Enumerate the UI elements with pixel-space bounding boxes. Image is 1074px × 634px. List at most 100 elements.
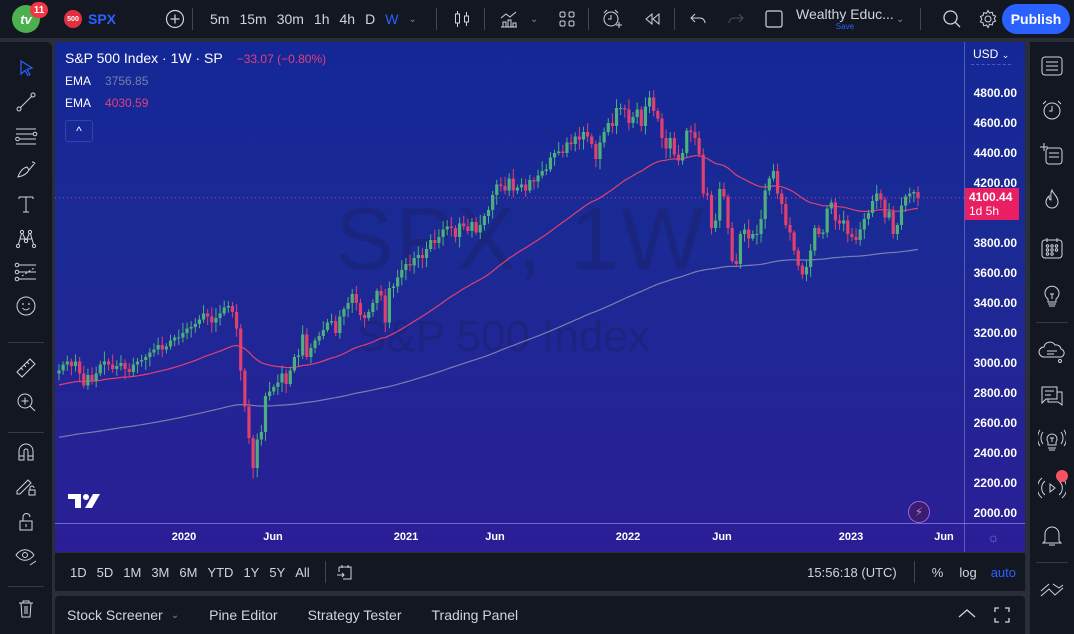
price-plot[interactable] bbox=[55, 42, 965, 524]
watchlist-button[interactable] bbox=[1038, 52, 1066, 80]
range-5y[interactable]: 5Y bbox=[269, 564, 286, 580]
indicator-ema-slow[interactable]: EMA 3756.85 bbox=[65, 74, 326, 88]
settings-button[interactable] bbox=[976, 0, 1000, 38]
measure-tool[interactable] bbox=[12, 354, 40, 382]
price-axis[interactable]: 2000.00 2200.00 2400.00 2600.00 2800.00 3000.… bbox=[965, 42, 1025, 552]
lock-all-button[interactable] bbox=[12, 508, 40, 536]
log-scale-toggle[interactable]: log bbox=[959, 564, 977, 580]
create-alert-button[interactable] bbox=[600, 0, 624, 38]
price-tick-label: 3800.00 bbox=[973, 236, 1017, 250]
magnet-mode-button[interactable] bbox=[12, 438, 40, 466]
timeframe-d[interactable]: D bbox=[365, 11, 376, 27]
notifications-button[interactable] bbox=[1038, 522, 1066, 550]
compare-symbol-button[interactable] bbox=[164, 0, 186, 38]
layout-grid-button[interactable] bbox=[556, 0, 578, 38]
chats-button[interactable] bbox=[1038, 382, 1066, 410]
chevron-down-icon: ⌄ bbox=[1001, 50, 1010, 60]
alarm-add-icon bbox=[603, 9, 622, 28]
range-1d[interactable]: 1D bbox=[70, 564, 87, 580]
streams-button[interactable] bbox=[1038, 474, 1066, 502]
cursor-tool[interactable] bbox=[12, 54, 40, 82]
axis-settings-gear-icon[interactable]: ☼ bbox=[987, 529, 1000, 545]
timeframe-w[interactable]: W bbox=[385, 11, 399, 27]
maximize-panel-button[interactable] bbox=[993, 606, 1011, 624]
price-tick-label: 4200.00 bbox=[973, 176, 1017, 190]
chart-pane[interactable]: SPX, 1W S&P 500 Index S&P 500 Index · 1W… bbox=[55, 42, 1025, 552]
trend-line-tool[interactable] bbox=[12, 88, 40, 116]
divider bbox=[920, 8, 921, 30]
icons-tool[interactable] bbox=[12, 292, 40, 320]
hotlists-button[interactable] bbox=[1038, 186, 1066, 214]
clock-timezone[interactable]: 15:56:18 (UTC) bbox=[807, 564, 897, 580]
alerts-button[interactable] bbox=[1038, 96, 1066, 124]
symbol-search-button[interactable]: 500 SPX bbox=[64, 0, 116, 38]
timeframe-15m[interactable]: 15m bbox=[239, 11, 267, 27]
indicators-button[interactable] bbox=[497, 0, 521, 38]
layout-name-button[interactable]: Wealthy Educ... Save bbox=[796, 0, 894, 38]
data-window-button[interactable] bbox=[1038, 140, 1066, 168]
series-title[interactable]: S&P 500 Index · 1W · SP bbox=[65, 50, 223, 66]
search-button[interactable] bbox=[940, 0, 964, 38]
pattern-tool[interactable] bbox=[12, 224, 40, 252]
chart-type-button[interactable] bbox=[450, 0, 474, 38]
currency-label: USD bbox=[973, 47, 999, 61]
hide-drawings-button[interactable] bbox=[12, 542, 40, 570]
indicator-ema-fast[interactable]: EMA 4030.59 bbox=[65, 96, 326, 110]
expand-panel-button[interactable] bbox=[957, 606, 977, 620]
replay-button[interactable] bbox=[640, 0, 664, 38]
tradingview-logo[interactable] bbox=[67, 492, 101, 510]
lock-drawings-button[interactable] bbox=[12, 472, 40, 500]
pencil-lock-icon bbox=[16, 479, 36, 496]
publish-button[interactable]: Publish bbox=[1002, 4, 1070, 34]
undo-button[interactable] bbox=[686, 0, 710, 38]
streams-ideas-button[interactable] bbox=[1038, 426, 1066, 454]
tab-strategy-tester[interactable]: Strategy Tester bbox=[307, 607, 402, 623]
range-1y[interactable]: 1Y bbox=[243, 564, 260, 580]
fullscreen-toggle-button[interactable] bbox=[762, 0, 786, 38]
time-tick-label: 2021 bbox=[393, 531, 419, 543]
percent-scale-toggle[interactable]: % bbox=[931, 564, 944, 580]
range-ytd[interactable]: YTD bbox=[207, 564, 234, 580]
price-tick-label: 3200.00 bbox=[973, 326, 1017, 340]
range-6m[interactable]: 6M bbox=[179, 564, 198, 580]
list-icon bbox=[1041, 56, 1063, 76]
auto-scale-toggle[interactable]: auto bbox=[990, 564, 1016, 580]
tab-trading-panel[interactable]: Trading Panel bbox=[431, 607, 519, 623]
range-5d[interactable]: 5D bbox=[96, 564, 114, 580]
remove-drawings-button[interactable] bbox=[12, 595, 40, 623]
brush-tool[interactable] bbox=[12, 156, 40, 184]
time-tick-label: 2020 bbox=[171, 531, 197, 543]
depth-of-market-button[interactable] bbox=[1038, 576, 1066, 604]
ruler-icon bbox=[16, 358, 36, 378]
timeframe-5m[interactable]: 5m bbox=[210, 11, 230, 27]
tab-pine-editor[interactable]: Pine Editor bbox=[209, 607, 278, 623]
tab-stock-screener[interactable]: Stock Screener ⌄ bbox=[67, 607, 179, 623]
range-1m[interactable]: 1M bbox=[123, 564, 142, 580]
range-3m[interactable]: 3M bbox=[151, 564, 170, 580]
minds-button[interactable] bbox=[1038, 338, 1066, 366]
zoom-in-tool[interactable] bbox=[12, 388, 40, 416]
fib-retracement-tool[interactable] bbox=[12, 122, 40, 150]
search-icon bbox=[943, 10, 961, 28]
ideas-button[interactable] bbox=[1038, 282, 1066, 310]
forecast-tool[interactable] bbox=[12, 258, 40, 286]
calendar-button[interactable] bbox=[1038, 234, 1066, 262]
time-axis[interactable]: 2020 Jun 2021 Jun 2022 Jun 2023 Jun bbox=[55, 524, 965, 552]
indicators-icon bbox=[500, 11, 517, 28]
timeframe-4h[interactable]: 4h bbox=[339, 11, 356, 27]
redo-button[interactable] bbox=[724, 0, 748, 38]
price-tick-label: 2200.00 bbox=[973, 476, 1017, 490]
timeframe-1h[interactable]: 1h bbox=[313, 11, 330, 27]
lightning-icon[interactable]: ⚡ bbox=[908, 501, 930, 523]
layout-dropdown-chevron-icon[interactable]: ⌄ bbox=[896, 13, 905, 25]
timeframe-30m[interactable]: 30m bbox=[276, 11, 304, 27]
go-to-date-button[interactable] bbox=[336, 563, 354, 581]
text-tool[interactable] bbox=[12, 190, 40, 218]
legend-collapse-button[interactable]: ^ bbox=[65, 120, 93, 142]
divider bbox=[674, 8, 675, 30]
last-price-value: 4100.44 bbox=[969, 190, 1013, 204]
currency-selector[interactable]: USD ⌄ bbox=[973, 47, 1009, 61]
range-all[interactable]: All bbox=[295, 564, 310, 580]
timeframe-dropdown-chevron-icon[interactable]: ⌄ bbox=[408, 13, 417, 25]
indicators-dropdown-chevron-icon[interactable]: ⌄ bbox=[530, 13, 539, 25]
